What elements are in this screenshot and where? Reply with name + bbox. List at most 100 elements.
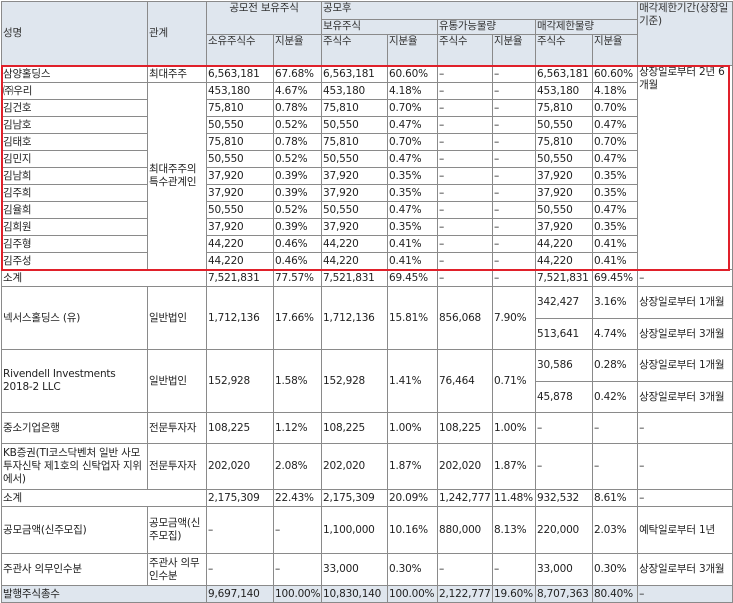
restricted-shares: 50,550	[535, 201, 594, 219]
restricted-ratio: 69.45%	[592, 269, 639, 287]
shareholder-name: 김주성	[1, 252, 148, 270]
subtotal-label: 소계	[1, 489, 207, 507]
restricted-ratio: 0.35%	[592, 218, 639, 236]
header-ratio: 지분율	[592, 34, 639, 66]
tradable-shares: –	[437, 116, 494, 134]
restricted-ratio: 0.47%	[592, 201, 639, 219]
restricted-shares: 8,707,363	[535, 585, 594, 603]
post-ratio: 4.18%	[387, 82, 439, 100]
pre-ratio: 1.58%	[272, 349, 323, 413]
tradable-shares: –	[437, 252, 494, 270]
post-shares: 37,920	[321, 184, 389, 202]
post-ratio: 100.00%	[387, 585, 439, 603]
shareholder-name: 김희원	[1, 218, 148, 236]
restricted-ratio: 4.74%	[592, 318, 639, 350]
pre-ratio: 0.78%	[272, 99, 323, 117]
header-post-holding: 보유주식	[321, 19, 439, 35]
pre-shares: 50,550	[206, 150, 274, 168]
lockup-period: –	[637, 412, 733, 444]
header-shares: 주식수	[535, 34, 594, 66]
tradable-shares: –	[437, 553, 494, 586]
tradable-ratio: 1.00%	[492, 412, 537, 444]
table-row: 삼양홀딩스 최대주주 6,563,181 67.68% 6,563,181 60…	[1, 65, 733, 270]
restricted-ratio: 0.42%	[592, 381, 639, 413]
post-ratio: 0.70%	[387, 133, 439, 151]
tradable-shares: –	[437, 184, 494, 202]
post-shares: 108,225	[321, 412, 389, 444]
restricted-shares: 50,550	[535, 116, 594, 134]
table-row: 중소기업은행 전문투자자 108,225 1.12% 108,225 1.00%…	[1, 412, 733, 444]
post-ratio: 0.70%	[387, 99, 439, 117]
post-ratio: 0.35%	[387, 167, 439, 185]
table-row: 김남희 37,920 0.39% 37,920 0.35% – – 37,920…	[1, 167, 733, 185]
shareholder-name: 김주형	[1, 235, 148, 253]
restricted-ratio: 4.18%	[592, 82, 639, 100]
header-lockup: 매각제한기간(상장일 기준)	[637, 1, 733, 66]
restricted-shares: 33,000	[535, 553, 594, 586]
tradable-ratio: 8.13%	[492, 506, 537, 554]
tradable-shares: –	[437, 150, 494, 168]
pre-shares: 2,175,309	[206, 489, 274, 507]
post-ratio: 15.81%	[387, 286, 439, 350]
header-ratio: 지분율	[387, 34, 439, 66]
header-shares: 주식수	[321, 34, 389, 66]
post-shares: 33,000	[321, 553, 389, 586]
header-tradable: 유통가능물량	[437, 19, 537, 35]
pre-ratio: 17.66%	[272, 286, 323, 350]
pre-ratio: 100.00%	[272, 585, 323, 603]
lockup-period: 예탁일로부터 1년	[637, 506, 733, 554]
pre-shares: 50,550	[206, 201, 274, 219]
header-pre: 공모전 보유주식	[205, 1, 323, 35]
post-shares: 152,928	[321, 349, 389, 413]
tradable-ratio: –	[492, 218, 537, 236]
total-row: 발행주식총수 9,697,140 100.00% 10,830,140 100.…	[1, 585, 733, 603]
header-owned-shares: 소유주식수	[206, 34, 274, 66]
pre-shares: 9,697,140	[206, 585, 274, 603]
pre-ratio: 0.52%	[272, 150, 323, 168]
post-ratio: 10.16%	[387, 506, 439, 554]
relation: 주관사 의무인수분	[147, 553, 207, 586]
restricted-shares: 37,920	[535, 184, 594, 202]
header-shares: 주식수	[437, 34, 494, 66]
lockup-period: 상장일로부터 1개월	[637, 286, 733, 319]
shareholder-name: 김주희	[1, 184, 148, 202]
restricted-ratio: 2.03%	[592, 506, 639, 554]
pre-ratio: 4.67%	[272, 82, 323, 100]
pre-ratio: 0.39%	[272, 167, 323, 185]
pre-ratio: 0.46%	[272, 235, 323, 253]
table-row: 공모금액(신주모집) 공모금액(신주모집) – – 1,100,000 10.1…	[1, 506, 733, 554]
lockup-period: –	[637, 489, 733, 507]
post-shares: 50,550	[321, 116, 389, 134]
post-shares: 202,020	[321, 443, 389, 490]
tradable-ratio: –	[492, 269, 537, 287]
pre-shares: 108,225	[206, 412, 274, 444]
pre-shares: 202,020	[206, 443, 274, 490]
restricted-ratio: 3.16%	[592, 286, 639, 319]
relation: 일반법인	[147, 349, 207, 413]
tradable-ratio: –	[492, 150, 537, 168]
pre-ratio: 0.39%	[272, 218, 323, 236]
tradable-shares: 856,068	[437, 286, 494, 350]
post-shares: 1,100,000	[321, 506, 389, 554]
lockup-period: 상장일로부터 1개월	[637, 349, 733, 382]
restricted-ratio: 0.70%	[592, 99, 639, 117]
pre-shares: 44,220	[206, 235, 274, 253]
restricted-ratio: 0.70%	[592, 133, 639, 151]
post-ratio: 0.47%	[387, 150, 439, 168]
relation: 전문투자자	[147, 443, 207, 490]
subtotal-label: 소계	[1, 269, 207, 287]
pre-shares: –	[206, 553, 274, 586]
shareholder-name: 김민지	[1, 150, 148, 168]
restricted-ratio: 0.47%	[592, 150, 639, 168]
table-row: 주관사 의무인수분 주관사 의무인수분 – – 33,000 0.30% – –…	[1, 553, 733, 586]
table-row: 김율희 50,550 0.52% 50,550 0.47% – – 50,550…	[1, 201, 733, 219]
post-ratio: 0.35%	[387, 184, 439, 202]
post-ratio: 0.35%	[387, 218, 439, 236]
shareholder-name: 김남호	[1, 116, 148, 134]
subtotal-row: 소계 7,521,831 77.57% 7,521,831 69.45% – –…	[1, 269, 733, 287]
tradable-shares: –	[437, 167, 494, 185]
lockup-period: 상장일로부터 2년 6개월	[637, 65, 733, 270]
tradable-ratio: –	[492, 553, 537, 586]
header-post: 공모후	[321, 1, 639, 20]
shareholder-name: 김태호	[1, 133, 148, 151]
